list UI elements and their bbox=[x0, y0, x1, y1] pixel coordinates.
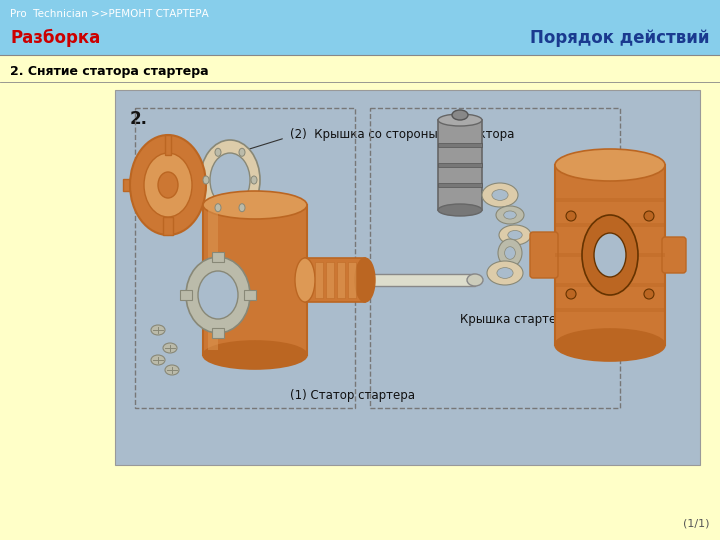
Ellipse shape bbox=[555, 329, 665, 361]
Bar bbox=[212, 328, 224, 338]
Bar bbox=[165, 135, 171, 155]
Bar bbox=[183, 179, 213, 191]
Ellipse shape bbox=[151, 355, 165, 365]
Text: Разборка: Разборка bbox=[10, 29, 100, 47]
Text: 2.: 2. bbox=[130, 110, 148, 128]
Bar bbox=[438, 183, 482, 187]
Ellipse shape bbox=[644, 289, 654, 299]
Bar bbox=[305, 258, 365, 302]
Ellipse shape bbox=[203, 176, 209, 184]
Ellipse shape bbox=[203, 191, 307, 219]
Ellipse shape bbox=[251, 176, 257, 184]
Bar bbox=[180, 290, 192, 300]
Bar bbox=[203, 205, 307, 355]
Bar bbox=[337, 262, 345, 298]
Ellipse shape bbox=[198, 271, 238, 319]
Ellipse shape bbox=[508, 231, 522, 240]
FancyBboxPatch shape bbox=[530, 232, 558, 278]
Ellipse shape bbox=[163, 343, 177, 353]
Ellipse shape bbox=[355, 258, 375, 302]
Ellipse shape bbox=[499, 225, 531, 245]
Ellipse shape bbox=[467, 274, 483, 286]
Bar bbox=[555, 165, 665, 345]
Ellipse shape bbox=[158, 172, 178, 198]
Ellipse shape bbox=[487, 261, 523, 285]
Text: (1/1): (1/1) bbox=[683, 518, 710, 528]
Bar bbox=[123, 179, 153, 191]
Ellipse shape bbox=[130, 135, 206, 235]
Text: Крышка стартера    (3): Крышка стартера (3) bbox=[460, 314, 603, 327]
Ellipse shape bbox=[452, 110, 468, 120]
Text: Порядок действий: Порядок действий bbox=[531, 29, 710, 47]
Ellipse shape bbox=[555, 149, 665, 181]
Ellipse shape bbox=[438, 204, 482, 216]
Bar bbox=[115, 90, 700, 465]
Ellipse shape bbox=[215, 148, 221, 156]
Ellipse shape bbox=[505, 247, 516, 259]
Ellipse shape bbox=[482, 183, 518, 207]
Bar bbox=[135, 108, 355, 408]
Bar bbox=[438, 163, 482, 167]
Ellipse shape bbox=[200, 140, 260, 220]
Ellipse shape bbox=[644, 211, 654, 221]
Bar bbox=[315, 262, 323, 298]
Ellipse shape bbox=[295, 258, 315, 302]
Ellipse shape bbox=[582, 215, 638, 295]
Bar bbox=[438, 120, 482, 210]
Ellipse shape bbox=[498, 239, 522, 267]
Ellipse shape bbox=[165, 365, 179, 375]
Bar bbox=[212, 252, 224, 262]
Ellipse shape bbox=[497, 268, 513, 279]
Ellipse shape bbox=[210, 153, 250, 207]
Text: (2)  Крышка со стороны коллектора: (2) Крышка со стороны коллектора bbox=[290, 128, 514, 141]
Ellipse shape bbox=[215, 204, 221, 212]
Bar bbox=[438, 143, 482, 147]
Ellipse shape bbox=[239, 148, 245, 156]
Bar bbox=[555, 253, 665, 257]
FancyBboxPatch shape bbox=[662, 237, 686, 273]
Bar bbox=[365, 274, 475, 286]
Text: (1) Статор стартера: (1) Статор стартера bbox=[290, 388, 415, 402]
Text: Pro  Technician >>РЕМОНТ СТАРТЕРА: Pro Technician >>РЕМОНТ СТАРТЕРА bbox=[10, 9, 209, 19]
Ellipse shape bbox=[203, 341, 307, 369]
Bar bbox=[0, 0, 720, 55]
Bar bbox=[163, 217, 173, 235]
Ellipse shape bbox=[239, 204, 245, 212]
Text: 2. Снятие статора стартера: 2. Снятие статора стартера bbox=[10, 65, 209, 78]
Ellipse shape bbox=[144, 153, 192, 217]
Bar bbox=[208, 210, 218, 350]
Ellipse shape bbox=[186, 257, 250, 333]
Bar bbox=[555, 308, 665, 312]
Ellipse shape bbox=[504, 211, 516, 219]
Bar bbox=[555, 283, 665, 287]
Ellipse shape bbox=[496, 206, 524, 224]
Ellipse shape bbox=[492, 190, 508, 200]
Bar bbox=[555, 198, 665, 202]
Bar bbox=[244, 290, 256, 300]
Ellipse shape bbox=[438, 114, 482, 126]
Ellipse shape bbox=[566, 289, 576, 299]
Bar bbox=[348, 262, 356, 298]
Ellipse shape bbox=[151, 325, 165, 335]
Ellipse shape bbox=[566, 211, 576, 221]
Bar bbox=[370, 108, 620, 408]
Ellipse shape bbox=[594, 233, 626, 277]
Bar bbox=[326, 262, 334, 298]
Bar bbox=[555, 223, 665, 227]
